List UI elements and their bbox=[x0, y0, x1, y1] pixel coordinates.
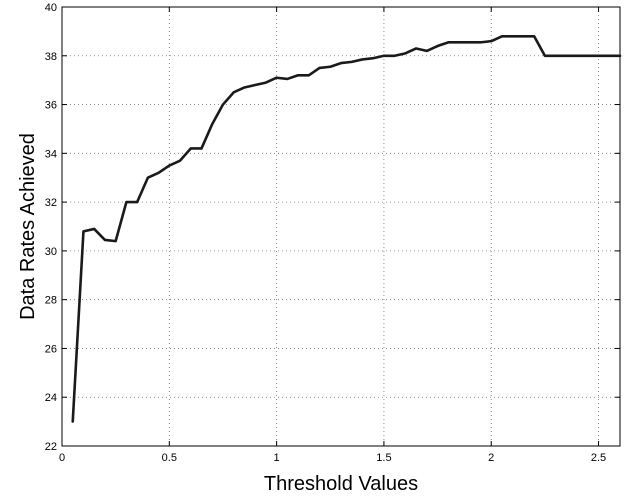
y-tick-label: 32 bbox=[45, 197, 57, 209]
y-tick-label: 22 bbox=[45, 441, 57, 453]
y-tick-label: 38 bbox=[45, 51, 57, 63]
x-tick-label: 1 bbox=[274, 452, 280, 464]
series-line bbox=[71, 34, 622, 423]
y-axis-label: Data Rates Achieved bbox=[17, 133, 39, 320]
y-tick-label: 24 bbox=[45, 392, 57, 404]
plot-area bbox=[61, 6, 621, 447]
x-tick-label: 1.5 bbox=[376, 452, 391, 464]
y-tick-label: 40 bbox=[45, 2, 57, 14]
x-axis-label: Threshold Values bbox=[264, 473, 418, 495]
series-layer bbox=[71, 34, 622, 423]
y-tick-label: 26 bbox=[45, 343, 57, 355]
axis-ticks: 0 0.5 1 1.5 2 2.5 22 24 26 28 30 32 34 36 38 40 bbox=[45, 2, 620, 464]
x-tick-label: 0 bbox=[59, 452, 65, 464]
x-tick-label: 0.5 bbox=[162, 452, 177, 464]
grid bbox=[62, 7, 620, 446]
y-tick-label: 34 bbox=[45, 148, 57, 160]
x-tick-label: 2.5 bbox=[591, 452, 606, 464]
x-tick-label: 2 bbox=[488, 452, 494, 464]
y-tick-label: 30 bbox=[45, 246, 57, 258]
y-tick-label: 28 bbox=[45, 295, 57, 307]
y-tick-label: 36 bbox=[45, 100, 57, 112]
